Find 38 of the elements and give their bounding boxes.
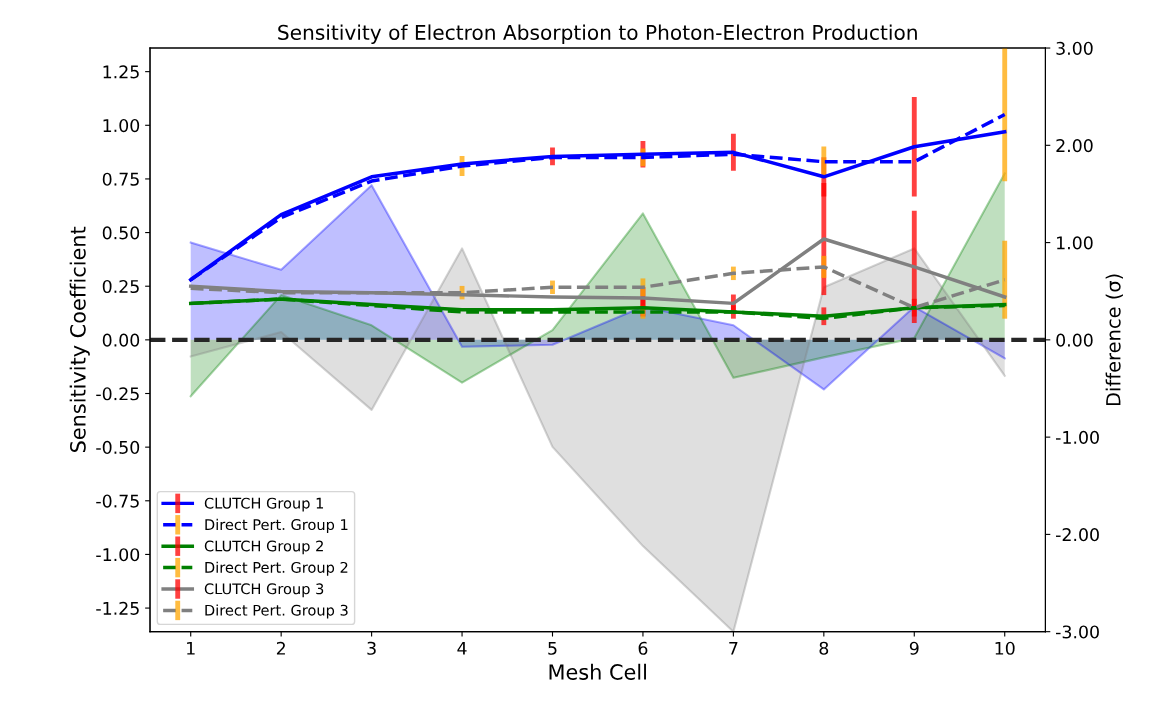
x-tick-label: 2	[276, 641, 285, 655]
y2-tick-label: -1.00	[1056, 430, 1099, 444]
legend-label: Direct Pert. Group 1	[205, 518, 348, 533]
y-tick-label: 0.25	[102, 279, 139, 294]
legend-label: Direct Pert. Group 3	[205, 604, 348, 619]
legend-label: Direct Pert. Group 2	[205, 561, 348, 576]
x-tick-label: 9	[909, 641, 919, 655]
x-tick-label: 4	[457, 641, 467, 655]
x-tick-label: 5	[548, 641, 557, 655]
x-tick-label: 3	[367, 641, 376, 655]
x-tick-label: 10	[995, 641, 1015, 655]
y2-tick-label: -3.00	[1056, 625, 1099, 639]
y-tick-label: -0.75	[96, 494, 139, 508]
y2-tick-label: 3.00	[1056, 41, 1093, 55]
y-tick-label: 1.25	[103, 65, 139, 79]
y2-axis-title: Difference (σ)	[1105, 274, 1123, 406]
legend-label: CLUTCH Group 3	[204, 583, 324, 598]
y2-tick-label: 2.00	[1056, 139, 1093, 153]
x-axis-title: Mesh Cell	[549, 663, 646, 680]
y-tick-label: 0.75	[102, 172, 139, 186]
y-tick-label: 0.00	[102, 333, 140, 347]
x-tick-label: 1	[187, 641, 195, 655]
x-tick-label: 7	[729, 641, 738, 655]
y2-tick-label: -2.00	[1056, 528, 1099, 542]
legend-label: CLUTCH Group 1	[204, 497, 324, 512]
y-tick-label: -1.00	[96, 548, 140, 562]
y-tick-label: -1.25	[96, 601, 139, 615]
legend-label: CLUTCH Group 2	[204, 540, 323, 555]
chart-title: Sensitivity of Electron Absorption to Photon-Electron Production	[278, 24, 917, 44]
x-tick-label: 6	[638, 641, 648, 655]
y-tick-label: -0.50	[96, 440, 140, 454]
y2-tick-label: 0.00	[1056, 333, 1093, 347]
y-tick-label: 1.00	[103, 119, 140, 133]
y-tick-label: -0.25	[96, 387, 139, 401]
y2-tick-label: 1.00	[1057, 236, 1093, 250]
y-tick-label: 0.50	[102, 226, 140, 240]
x-tick-label: 8	[819, 641, 829, 655]
y-axis-title: Sensitivity Coefficient	[69, 226, 90, 453]
